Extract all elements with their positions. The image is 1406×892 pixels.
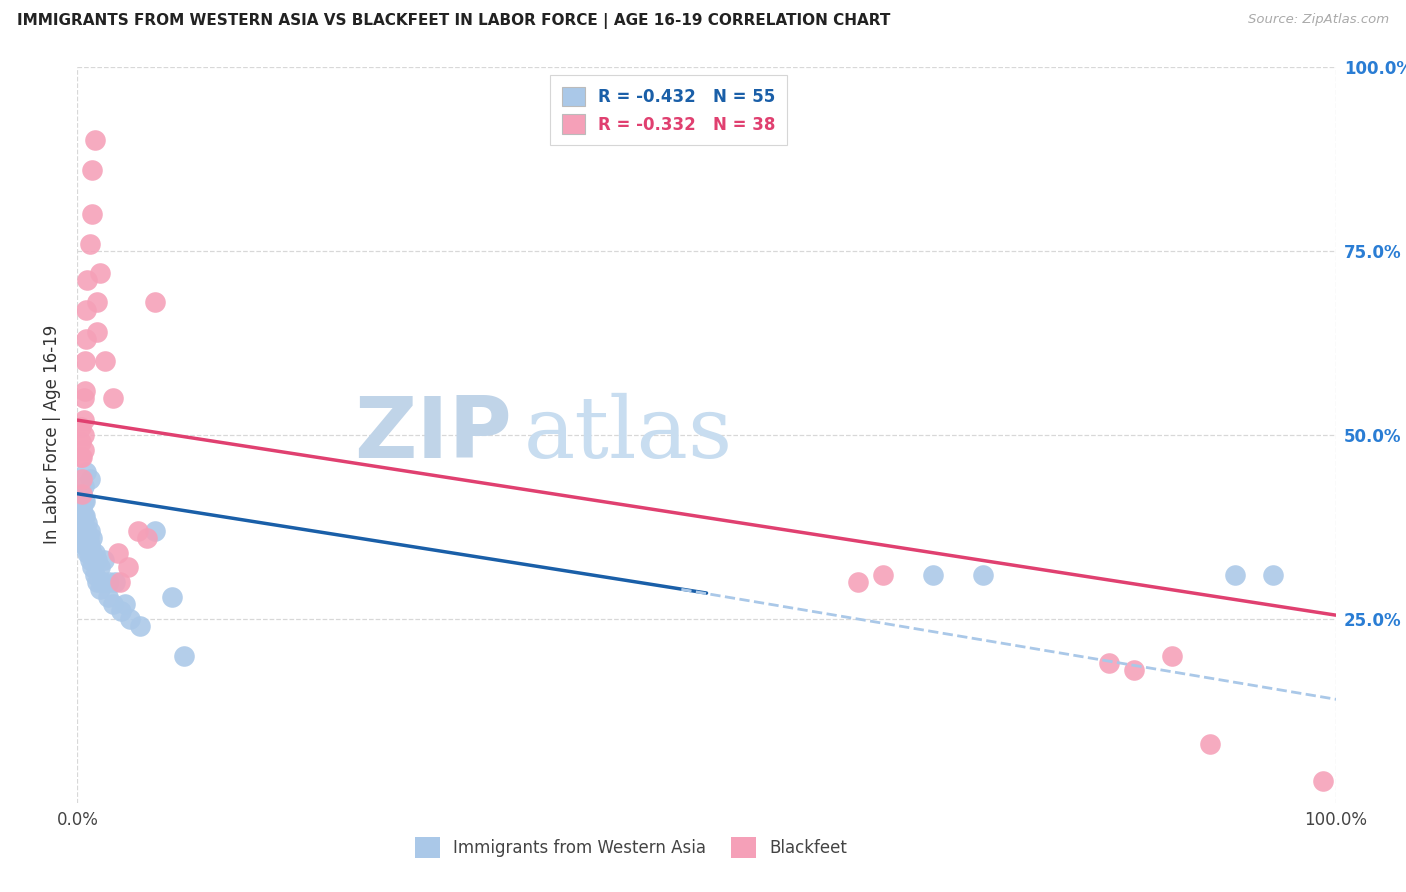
Point: [1261, 567, 1284, 582]
Text: Source: ZipAtlas.com: Source: ZipAtlas.com: [1249, 13, 1389, 27]
Point: [70, 516, 93, 531]
Text: IMMIGRANTS FROM WESTERN ASIA VS BLACKFEET IN LABOR FORCE | AGE 16-19 CORRELATION: IMMIGRANTS FROM WESTERN ASIA VS BLACKFEE…: [17, 13, 890, 29]
Point: [72, 501, 94, 516]
Point: [72, 524, 94, 538]
Point: [72, 487, 94, 501]
Point: [1199, 737, 1222, 751]
Point: [84, 546, 107, 560]
Point: [84, 567, 107, 582]
Point: [79, 538, 101, 552]
Point: [89, 266, 111, 280]
Point: [120, 612, 142, 626]
Y-axis label: In Labor Force | Age 16-19: In Labor Force | Age 16-19: [44, 326, 62, 544]
Point: [129, 619, 152, 633]
Point: [73, 384, 96, 398]
Point: [86, 553, 108, 567]
Point: [101, 597, 124, 611]
Point: [72, 487, 94, 501]
Point: [117, 560, 139, 574]
Point: [72, 508, 94, 523]
Point: [972, 567, 994, 582]
Point: [72, 538, 94, 552]
Point: [143, 524, 166, 538]
Point: [1312, 773, 1334, 788]
Point: [75, 302, 97, 317]
Point: [76, 531, 98, 545]
Point: [72, 413, 94, 427]
Point: [82, 163, 104, 178]
Point: [72, 472, 94, 486]
Text: atlas: atlas: [524, 393, 733, 476]
Legend: Immigrants from Western Asia, Blackfeet: Immigrants from Western Asia, Blackfeet: [408, 830, 853, 864]
Point: [872, 567, 894, 582]
Point: [79, 472, 101, 486]
Point: [77, 546, 100, 560]
Point: [70, 450, 93, 464]
Point: [70, 435, 93, 450]
Text: ZIP: ZIP: [354, 393, 512, 476]
Point: [89, 560, 111, 574]
Point: [73, 494, 96, 508]
Point: [94, 354, 117, 368]
Point: [72, 494, 94, 508]
Point: [89, 582, 111, 597]
Point: [86, 295, 108, 310]
Point: [79, 236, 101, 251]
Point: [93, 553, 115, 567]
Point: [77, 531, 100, 545]
Point: [75, 538, 97, 552]
Point: [86, 575, 108, 590]
Point: [114, 597, 136, 611]
Point: [72, 531, 94, 545]
Point: [84, 134, 107, 148]
Point: [76, 273, 98, 287]
Point: [70, 501, 93, 516]
Point: [101, 391, 124, 405]
Point: [73, 538, 96, 552]
Point: [91, 575, 114, 590]
Point: [1161, 648, 1184, 663]
Point: [75, 465, 97, 479]
Point: [72, 428, 94, 442]
Point: [1223, 567, 1246, 582]
Point: [82, 531, 104, 545]
Point: [72, 516, 94, 531]
Point: [82, 207, 104, 221]
Point: [104, 575, 127, 590]
Point: [846, 575, 869, 590]
Point: [107, 546, 129, 560]
Point: [76, 546, 98, 560]
Point: [173, 648, 195, 663]
Point: [76, 516, 98, 531]
Point: [72, 442, 94, 457]
Point: [97, 575, 120, 590]
Point: [70, 420, 93, 434]
Point: [82, 546, 104, 560]
Point: [70, 487, 93, 501]
Point: [72, 391, 94, 405]
Point: [72, 450, 94, 464]
Point: [1123, 664, 1146, 678]
Point: [75, 524, 97, 538]
Point: [110, 605, 132, 619]
Point: [73, 354, 96, 368]
Point: [75, 332, 97, 346]
Point: [73, 524, 96, 538]
Point: [127, 524, 149, 538]
Point: [922, 567, 945, 582]
Point: [79, 553, 101, 567]
Point: [135, 531, 157, 545]
Point: [160, 590, 183, 604]
Point: [79, 524, 101, 538]
Point: [86, 325, 108, 339]
Point: [96, 590, 118, 604]
Point: [108, 575, 131, 590]
Point: [72, 479, 94, 493]
Point: [143, 295, 166, 310]
Point: [82, 560, 104, 574]
Point: [73, 508, 96, 523]
Point: [1098, 656, 1121, 670]
